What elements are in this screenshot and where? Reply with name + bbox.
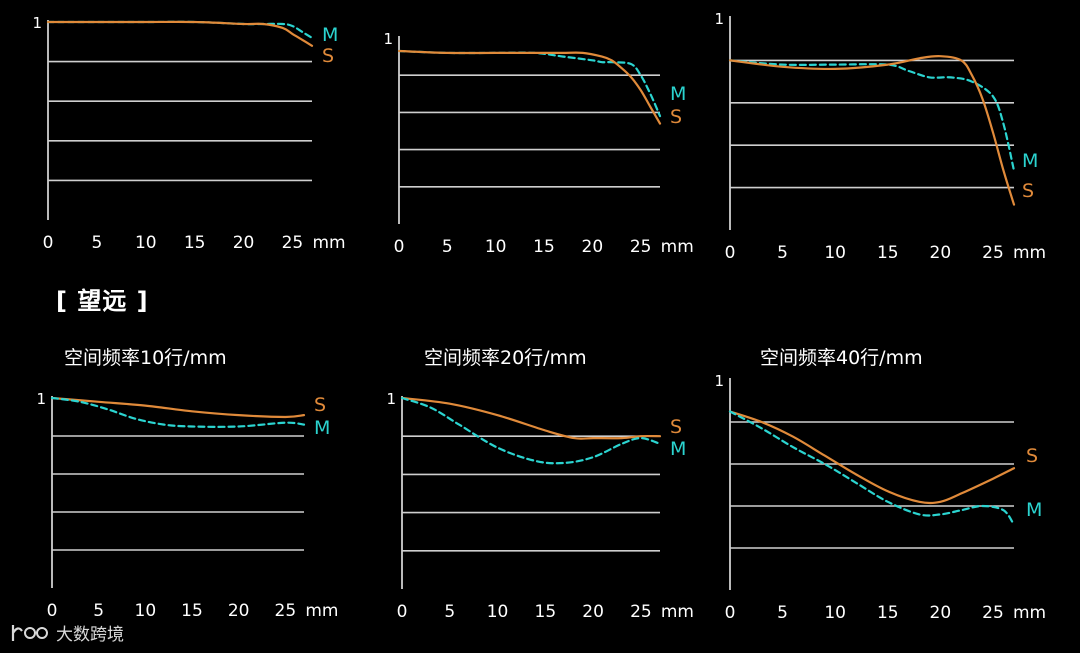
panel-caption-20lpmm: 空间频率20行/mm [424,347,587,369]
chart5-series-m-line [400,396,662,465]
chart6-series-s-line [728,410,1016,505]
chart5-y-tick-label: 1 [386,390,396,408]
chart6-y-tick-label: 1 [714,372,724,390]
chart3-x-tick-label: 20 [930,243,952,263]
chart2-x-tick-label: 15 [533,237,555,257]
chart5-x-unit-label: mm [661,602,694,622]
chart5-x-tick-label: 10 [487,602,509,622]
chart2-x-tick-label: 25 [630,237,652,257]
chart1-y-tick-label: 1 [32,14,42,32]
chart3-series-m-line [728,59,1016,172]
chart3-x-tick-label: 5 [777,243,788,263]
chart1-legend-m: M [322,24,338,46]
chart1-series-s-line [46,20,314,47]
chart3-x-tick-label: 25 [982,243,1004,263]
chart2-series-m-line [397,49,662,118]
chart4-y-tick-label: 1 [36,390,46,408]
chart5-series-s-line [400,396,662,440]
chart3-legend-s: S [1022,180,1034,202]
chart5-x-tick-label: 15 [535,602,557,622]
chart2-x-unit-label: mm [661,237,694,257]
chart6-legend-m: M [1026,499,1042,521]
chart2-legend-s: S [670,106,682,128]
chart6-x-tick-label: 20 [930,603,952,623]
chart3-series-s-line [728,55,1016,206]
chart4-x-tick-label: 15 [181,601,203,621]
chart4-x-tick-label: 25 [275,601,297,621]
chart5-x-tick-label: 5 [444,602,455,622]
logo-icon [11,624,48,641]
section-heading-telephoto: [ 望远 ] [56,287,149,315]
chart2-x-tick-label: 10 [485,237,507,257]
chart4-x-tick-label: 20 [228,601,250,621]
chart6-x-tick-label: 10 [824,603,846,623]
chart2-x-tick-label: 5 [442,237,453,257]
chart1-x-tick-label: 10 [135,233,157,253]
chart2-series-s-line [397,49,662,125]
chart5-x-tick-label: 20 [582,602,604,622]
watermark-text: 大数跨境 [56,625,124,645]
chart4-x-unit-label: mm [305,601,338,621]
chart6-x-tick-label: 0 [725,603,736,623]
chart4-series-m-line [50,396,306,428]
chart6-x-tick-label: 25 [982,603,1004,623]
chart5-x-tick-label: 25 [630,602,652,622]
chart3-y-tick-label: 1 [714,10,724,28]
chart6-legend-s: S [1026,445,1038,467]
chart2-x-tick-label: 0 [394,237,405,257]
chart1-legend-s: S [322,45,334,67]
chart1-x-unit-label: mm [312,233,345,253]
chart3-x-tick-label: 10 [824,243,846,263]
chart1-x-tick-label: 25 [282,233,304,253]
chart4-legend-s: S [314,394,326,416]
chart3-x-unit-label: mm [1013,243,1046,263]
chart5-legend-m: M [670,438,686,460]
chart2-y-tick-label: 1 [383,30,393,48]
chart1-x-tick-label: 0 [43,233,54,253]
chart6-x-tick-label: 5 [777,603,788,623]
chart6-x-unit-label: mm [1013,603,1046,623]
panel-caption-40lpmm: 空间频率40行/mm [760,347,923,369]
chart4-series-s-line [50,396,306,419]
chart5-x-tick-label: 0 [397,602,408,622]
chart5-legend-s: S [670,416,682,438]
chart1-x-tick-label: 15 [184,233,206,253]
chart2-x-tick-label: 20 [582,237,604,257]
chart6-series-m-line [728,410,1016,526]
chart4-x-tick-label: 5 [93,601,104,621]
chart4-x-tick-label: 10 [135,601,157,621]
chart4-x-tick-label: 0 [47,601,58,621]
chart3-x-tick-label: 0 [725,243,736,263]
chart2-legend-m: M [670,83,686,105]
panel-caption-10lpmm: 空间频率10行/mm [64,347,227,369]
chart3-legend-m: M [1022,150,1038,172]
chart4-legend-m: M [314,417,330,439]
chart6-x-tick-label: 15 [877,603,899,623]
chart1-x-tick-label: 5 [91,233,102,253]
watermark: 大数跨境 [10,620,124,645]
chart1-x-tick-label: 20 [233,233,255,253]
chart3-x-tick-label: 15 [877,243,899,263]
